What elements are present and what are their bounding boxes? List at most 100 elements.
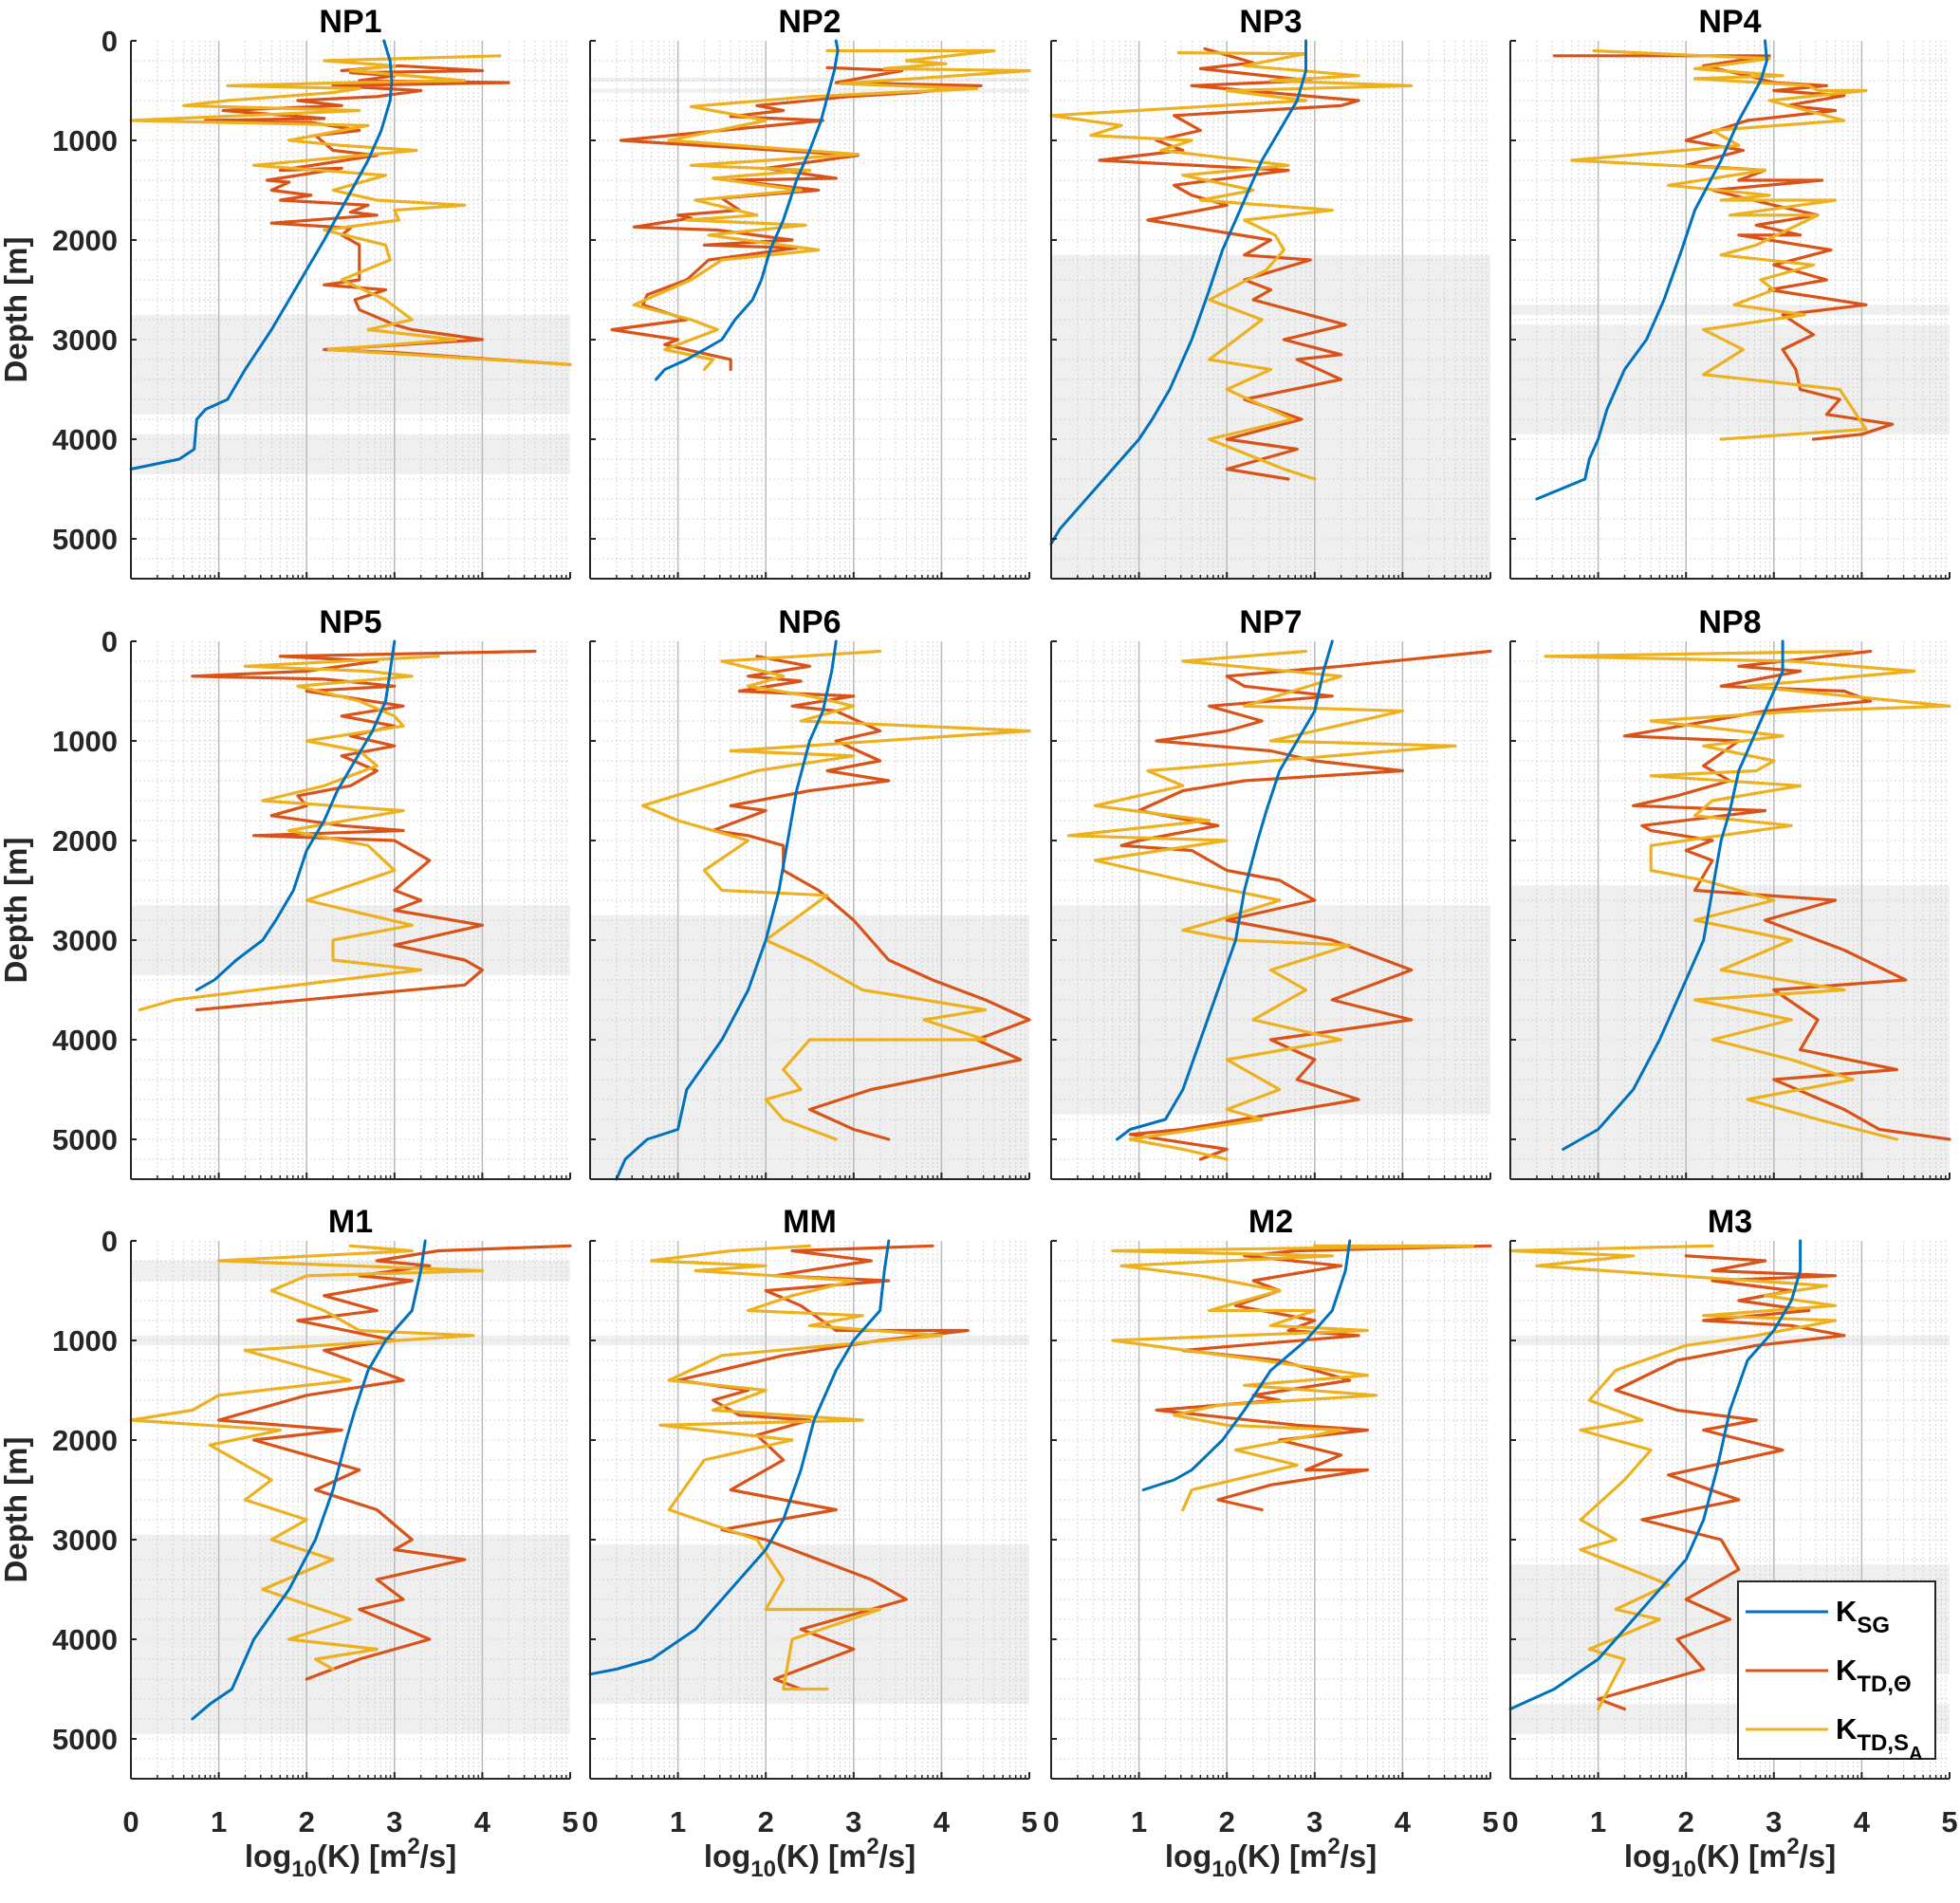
series-line-ktd_sa xyxy=(632,48,1031,372)
x-axis-label: log10(K) [m2/s] xyxy=(1165,1834,1377,1882)
y-tick-label: 3000 xyxy=(52,924,118,957)
series-line-ktd_theta xyxy=(1155,1244,1492,1512)
panel-m1: M1 0 1000 2000 3000 4000 5000 0 1 2 3 4 5 xyxy=(52,1204,579,1838)
major-grid xyxy=(131,41,570,579)
series-line-ktd_sa xyxy=(1111,1244,1475,1512)
x-axis-label-part: /s] xyxy=(879,1838,916,1874)
shaded-band xyxy=(131,314,570,415)
x-axis-label-part: 2 xyxy=(1786,1834,1799,1859)
legend-entry-ktd_theta: KTD,Θ xyxy=(1746,1654,1912,1697)
panel-mm: MM 0 1 2 3 4 5 xyxy=(582,1204,1037,1838)
panel-np1: NP1 0 1000 2000 3000 4000 5000 xyxy=(52,4,572,580)
shaded-band xyxy=(131,1261,570,1281)
x-tick-label: 3 xyxy=(386,1805,402,1838)
x-axis-label-part: 2 xyxy=(1327,1834,1340,1859)
series-line-ktd_sa xyxy=(650,1244,943,1691)
y-tick-label: 3000 xyxy=(52,1524,118,1557)
y-axis-label: Depth [m] xyxy=(0,1437,33,1583)
x-axis-label-part: log xyxy=(704,1838,750,1874)
x-tick-label: 3 xyxy=(845,1805,861,1838)
x-axis-label-part: 10 xyxy=(1671,1857,1696,1882)
legend-entry-ktd_sa: KTD,SA xyxy=(1746,1712,1923,1764)
x-tick-label: 0 xyxy=(1043,1805,1059,1838)
y-tick-label: 5000 xyxy=(52,523,118,556)
x-tick-label: 3 xyxy=(1766,1805,1782,1838)
x-axis-label-part: 10 xyxy=(1211,1857,1237,1882)
x-axis-label-part: 10 xyxy=(750,1857,776,1882)
series-line-ktd_sa xyxy=(641,649,1031,1141)
y-tick-label: 1000 xyxy=(52,124,118,157)
plot-area xyxy=(590,41,1029,579)
x-tick-label: 2 xyxy=(1678,1805,1694,1838)
series-line-ksg xyxy=(1116,639,1334,1141)
x-tick-label: 2 xyxy=(758,1805,774,1838)
x-tick-label: 0 xyxy=(1502,1805,1518,1838)
major-grid xyxy=(1051,41,1490,579)
legend-label-main: K xyxy=(1836,1712,1858,1746)
panel-title: NP8 xyxy=(1698,604,1761,640)
series-line-ktd_sa xyxy=(1066,649,1457,1161)
x-axis-label: log10(K) [m2/s] xyxy=(1624,1834,1836,1882)
major-grid xyxy=(131,1241,570,1779)
x-tick-label: 1 xyxy=(211,1805,227,1838)
legend-label-sub: SG xyxy=(1857,1613,1890,1638)
x-tick-label: 5 xyxy=(562,1805,578,1838)
series-line-ktd_theta xyxy=(1119,649,1492,1161)
x-tick-label: 4 xyxy=(1395,1805,1412,1838)
x-tick-label: 5 xyxy=(1021,1805,1037,1838)
shaded-band xyxy=(1510,885,1950,1179)
minor-grid xyxy=(1051,1241,1490,1779)
minor-grid xyxy=(131,41,570,579)
minor-grid xyxy=(1510,41,1950,579)
y-tick-label: 3000 xyxy=(52,323,118,357)
shaded-band xyxy=(131,905,570,975)
minor-grid xyxy=(590,641,1029,1179)
series-line-ksg xyxy=(588,1239,891,1676)
x-axis-label-part: (K) [m xyxy=(1237,1838,1327,1874)
x-axis-label-part: log xyxy=(245,1838,291,1874)
series-line-ktd_sa xyxy=(129,54,572,366)
series-line-ksg xyxy=(129,39,394,471)
series-line-ktd_sa xyxy=(1049,51,1414,481)
series-line-ktd_theta xyxy=(1552,54,1895,441)
shaded-band xyxy=(590,88,1029,93)
series-line-ksg xyxy=(1562,639,1784,1151)
major-grid xyxy=(590,41,1029,579)
legend-entry-ksg: KSG xyxy=(1746,1595,1890,1638)
x-tick-label: 1 xyxy=(1131,1805,1147,1838)
series-line-ktd_theta xyxy=(1098,46,1360,481)
series-line-ksg xyxy=(1535,39,1768,501)
x-axis-labels: log10(K) [m2/s] log10(K) [m2/s] log10(K) [… xyxy=(245,1834,1836,1882)
legend-label: KTD,SA xyxy=(1836,1712,1923,1764)
x-axis-label-part: log xyxy=(1165,1838,1211,1874)
x-axis-label-part: /s] xyxy=(1800,1838,1837,1874)
panel-title: NP1 xyxy=(319,4,381,40)
x-axis-label: log10(K) [m2/s] xyxy=(704,1834,915,1882)
shaded-band xyxy=(131,1534,570,1734)
legend-label-subsub: A xyxy=(1909,1744,1922,1764)
y-tick-label: 2000 xyxy=(52,224,118,257)
panel-title: MM xyxy=(783,1204,837,1240)
series-line-ktd_sa xyxy=(1570,48,1868,441)
x-tick-label: 3 xyxy=(1306,1805,1322,1838)
shaded-band xyxy=(1510,305,1950,315)
series-line-ksg xyxy=(191,1239,427,1721)
series-line-ktd_theta xyxy=(712,655,1031,1141)
series-line-ksg xyxy=(1508,1239,1803,1710)
legend-label-main: K xyxy=(1836,1654,1858,1687)
x-axis-label-part: (K) [m xyxy=(1696,1838,1786,1874)
y-tick-label: 2000 xyxy=(52,1424,118,1457)
shaded-band xyxy=(590,77,1029,83)
shaded-band xyxy=(1051,254,1490,579)
major-grid xyxy=(590,1241,1029,1779)
y-tick-label: 0 xyxy=(102,1225,118,1258)
x-axis-label-part: log xyxy=(1624,1838,1671,1874)
y-tick-label: 2000 xyxy=(52,824,118,858)
y-tick-label: 4000 xyxy=(52,1623,118,1656)
minor-grid xyxy=(131,1241,570,1779)
series-line-ksg xyxy=(615,639,838,1181)
shaded-band xyxy=(131,1335,570,1346)
x-axis-label-part: /s] xyxy=(1341,1838,1378,1874)
y-tick-label: 1000 xyxy=(52,725,118,758)
